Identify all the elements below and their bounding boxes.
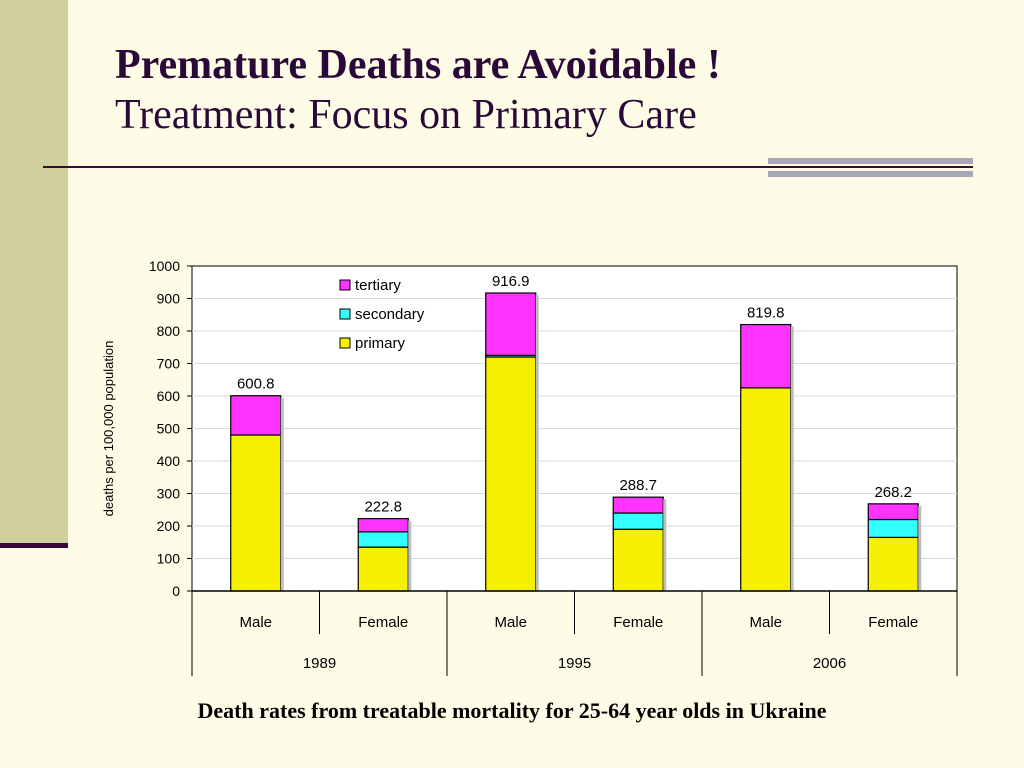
bar-shadow xyxy=(535,295,539,591)
y-tick-label: 500 xyxy=(157,421,181,437)
legend-label: secondary xyxy=(355,306,425,323)
legend-label: tertiary xyxy=(355,277,401,294)
bar-segment-tertiary xyxy=(867,503,919,521)
bar-segment-secondary xyxy=(357,531,409,548)
bar-shadow xyxy=(408,520,412,591)
data-label: 268.2 xyxy=(874,484,912,501)
bar-segment-primary xyxy=(612,528,664,592)
bar-segment-tertiary xyxy=(740,323,792,389)
x-tick-label: Female xyxy=(358,614,408,631)
y-tick-label: 600 xyxy=(157,388,181,404)
bar-segment-tertiary xyxy=(230,395,282,436)
legend-swatch-secondary xyxy=(339,308,351,320)
bar-segment-tertiary xyxy=(357,517,409,533)
data-label: 819.8 xyxy=(747,305,785,322)
x-group-label: 1989 xyxy=(303,655,336,672)
bar-segment-primary xyxy=(485,356,537,592)
y-tick-label: 800 xyxy=(157,323,181,339)
y-axis-label: deaths per 100,000 population xyxy=(101,341,116,517)
slide-title: Premature Deaths are Avoidable ! xyxy=(115,42,721,88)
y-tick-label: 400 xyxy=(157,453,181,469)
y-tick-label: 1000 xyxy=(149,258,180,274)
title-rule-accent xyxy=(768,158,973,164)
y-tick-label: 0 xyxy=(172,583,180,599)
bar-segment-primary xyxy=(867,536,919,592)
legend-label: primary xyxy=(355,335,406,352)
y-tick-label: 900 xyxy=(157,291,181,307)
x-tick-label: Male xyxy=(239,614,272,631)
x-tick-label: Male xyxy=(494,614,527,631)
x-tick-label: Female xyxy=(868,614,918,631)
bar-shadow xyxy=(280,397,284,591)
bar-segment-secondary xyxy=(612,512,664,530)
data-label: 600.8 xyxy=(237,376,275,393)
x-tick-label: Female xyxy=(613,614,663,631)
y-tick-label: 300 xyxy=(157,486,181,502)
sidebar-rule xyxy=(0,543,68,548)
bar-shadow xyxy=(918,505,922,591)
y-tick-label: 700 xyxy=(157,356,181,372)
bar-segment-secondary xyxy=(867,518,919,538)
legend-swatch-primary xyxy=(339,337,351,349)
bar-segment-primary xyxy=(357,546,409,592)
bar-segment-tertiary xyxy=(612,496,664,514)
data-label: 288.7 xyxy=(619,477,657,494)
x-tick-label: Male xyxy=(749,614,782,631)
title-rule xyxy=(43,166,973,168)
title-rule-accent xyxy=(768,171,973,177)
bar-segment-primary xyxy=(740,387,792,592)
data-label: 916.9 xyxy=(492,273,530,290)
bar-segment-tertiary xyxy=(485,292,537,356)
y-tick-label: 200 xyxy=(157,518,181,534)
legend-swatch-tertiary xyxy=(339,279,351,291)
data-label: 222.8 xyxy=(364,499,402,516)
slide-subtitle: Treatment: Focus on Primary Care xyxy=(115,92,697,138)
slide-sidebar xyxy=(0,0,68,546)
y-tick-label: 100 xyxy=(157,551,181,567)
x-group-label: 2006 xyxy=(813,655,846,672)
bar-shadow xyxy=(790,326,794,591)
bar-segment-primary xyxy=(230,434,282,592)
bar-shadow xyxy=(663,499,667,591)
x-group-label: 1995 xyxy=(558,655,591,672)
chart-caption: Death rates from treatable mortality for… xyxy=(197,698,827,723)
title-block: Premature Deaths are Avoidable ! Treatme… xyxy=(115,40,721,140)
